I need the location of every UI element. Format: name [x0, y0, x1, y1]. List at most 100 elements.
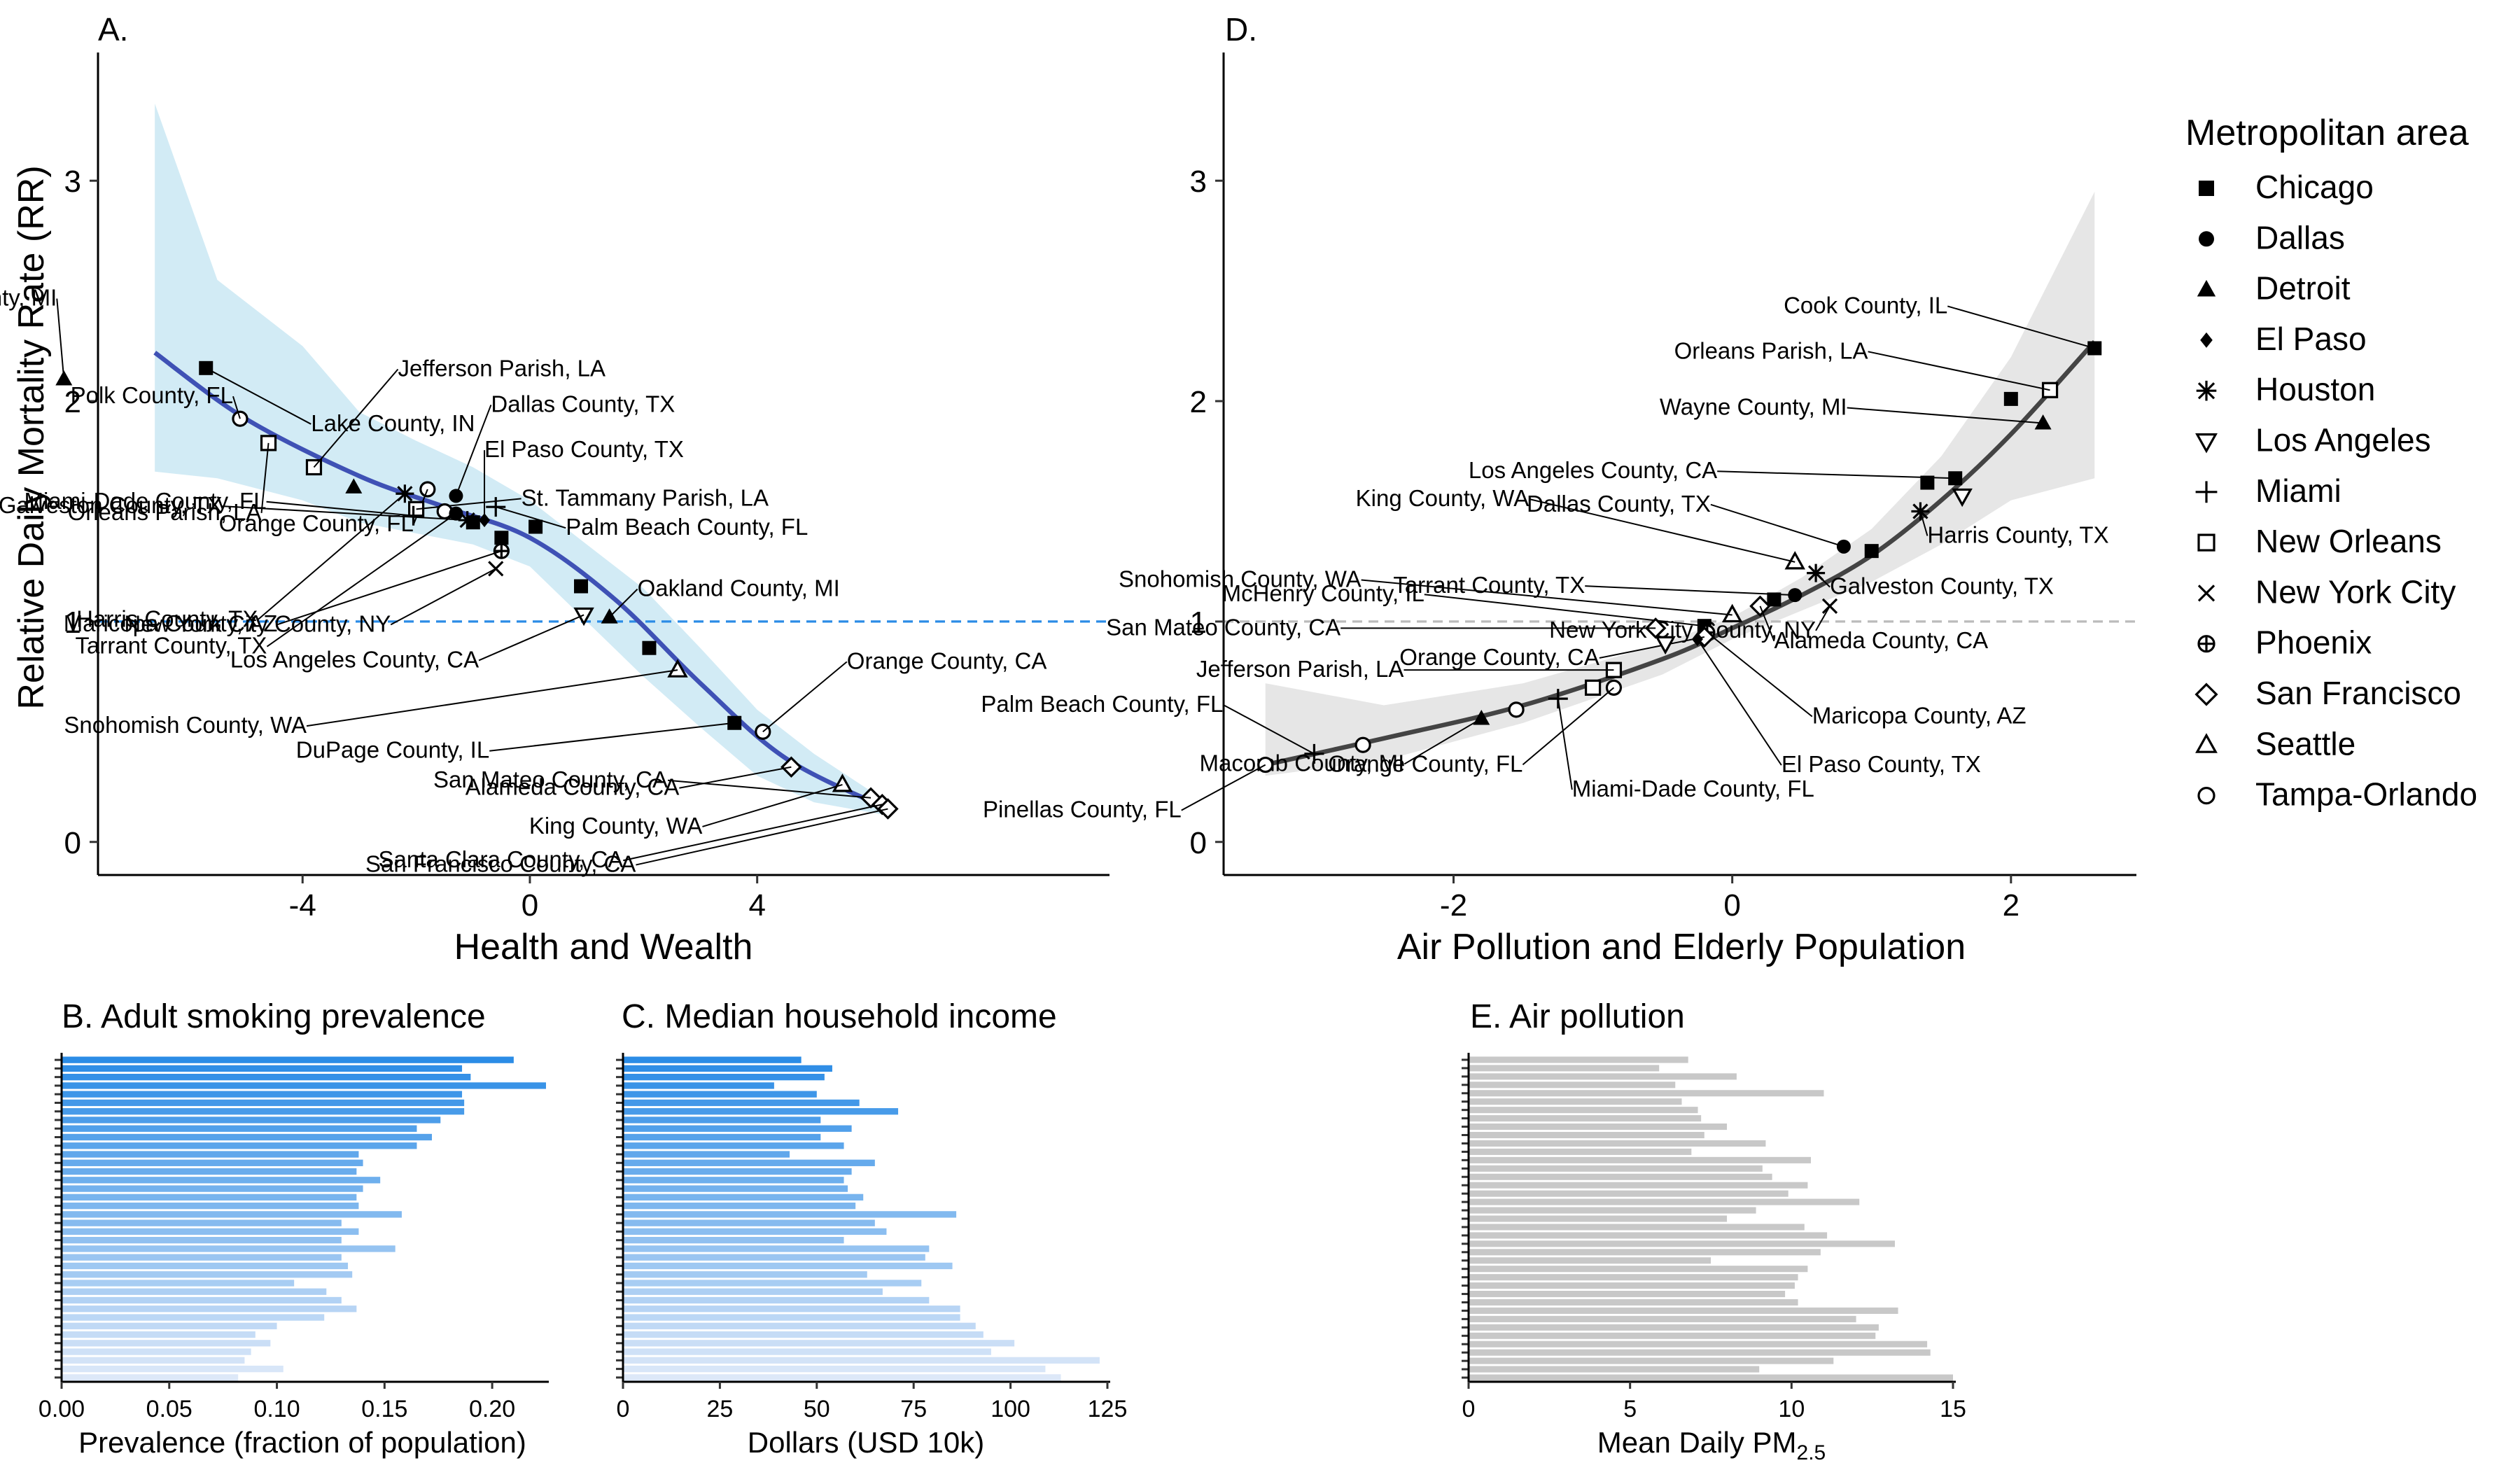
data-point [2034, 414, 2052, 430]
point-label: New York City County, NY [1549, 617, 1816, 643]
data-point [1864, 544, 1879, 559]
bar [62, 1185, 363, 1192]
label-leader [762, 661, 848, 733]
bar [62, 1219, 342, 1226]
point-label: Lake County, IN [311, 410, 475, 436]
bar [62, 1142, 417, 1149]
bar [1469, 1198, 1860, 1205]
point-label: Wayne County, MI [0, 285, 57, 311]
bar [1469, 1065, 1660, 1072]
bar [623, 1254, 925, 1261]
bar [62, 1133, 432, 1141]
bar [1469, 1282, 1795, 1289]
point-label: El Paso County, TX [484, 436, 684, 462]
bar [1469, 1131, 1704, 1139]
legend-marker-new-york-city [2197, 584, 2216, 602]
point-label: El Paso County, TX [1782, 751, 1981, 777]
bar [623, 1262, 953, 1270]
legend-item: Seattle [2195, 725, 2356, 762]
point-label: Polk County, FL [71, 382, 233, 408]
panel-e-xlabel-main: Mean Daily PM [1597, 1426, 1797, 1459]
bar [62, 1314, 325, 1321]
label-leader [222, 505, 468, 522]
legend-item: Dallas [2199, 219, 2345, 255]
bar [62, 1099, 465, 1107]
point-label: Dallas County, TX [1527, 491, 1711, 517]
legend-label: Dallas [2255, 219, 2345, 255]
bar [1469, 1148, 1692, 1155]
label-leader [702, 783, 843, 827]
x-tick-label: 0.05 [146, 1396, 192, 1422]
y-tick-label: 3 [64, 164, 81, 199]
bar [623, 1245, 930, 1252]
bar [623, 1056, 802, 1063]
bar [62, 1108, 465, 1115]
bar [1469, 1073, 1737, 1080]
panel-a-xlabel: Health and Wealth [454, 927, 753, 967]
data-point [528, 519, 543, 534]
bar [62, 1262, 349, 1270]
x-tick-label: 2 [2003, 888, 2019, 923]
bar [62, 1228, 359, 1236]
legend-label: Chicago [2255, 169, 2374, 205]
point-label: Snohomish County, WA [64, 712, 307, 738]
bar [623, 1280, 922, 1287]
legend-item: Phoenix [2197, 624, 2372, 661]
label-leader [1522, 687, 1615, 766]
bar [62, 1125, 417, 1132]
data-point [1354, 736, 1371, 753]
label-leader [266, 500, 414, 517]
bar [1469, 1207, 1756, 1214]
point-label: Harris County, TX [1927, 522, 2108, 547]
bar [1469, 1366, 1760, 1373]
legend-label: Phoenix [2255, 624, 2372, 661]
label-leader [306, 669, 678, 727]
bar [1469, 1173, 1772, 1180]
confidence-band [155, 103, 888, 816]
legend-label: New Orleans [2255, 523, 2442, 559]
label-leader [478, 614, 584, 662]
bar [623, 1108, 899, 1115]
bar [623, 1125, 852, 1132]
label-leader [1847, 407, 2043, 424]
label-leader [277, 550, 502, 626]
legend-marker-tampa-orlando [2197, 786, 2216, 805]
bar [1469, 1090, 1824, 1097]
legend-label: San Francisco [2255, 675, 2461, 711]
bar [1469, 1224, 1805, 1231]
label-leader [205, 367, 312, 425]
bar [623, 1211, 957, 1218]
point-label: New York City County, NY [124, 610, 391, 636]
panel-b-letter: B. [62, 998, 93, 1035]
bar [62, 1091, 463, 1098]
label-leader [636, 808, 888, 866]
data-point [642, 640, 657, 655]
x-tick-label: 125 [1088, 1396, 1128, 1422]
data-point [345, 478, 363, 493]
panel-d-letter: D. [1225, 11, 1257, 48]
legend-marker-houston [2196, 380, 2217, 401]
data-point [1721, 603, 1743, 623]
point-label: San Mateo County, CA [433, 766, 668, 792]
legend-item: Detroit [2197, 270, 2351, 307]
x-tick-label: -2 [1440, 888, 1467, 923]
bar [623, 1091, 817, 1098]
bar [62, 1296, 342, 1304]
x-tick-label: 0.10 [253, 1396, 300, 1422]
point-label: Palm Beach County, FL [981, 691, 1223, 717]
bar [623, 1082, 774, 1089]
legend-label: Houston [2255, 371, 2375, 407]
point-label: Alameda County, CA [465, 774, 680, 800]
legend-marker-miami [2195, 481, 2218, 503]
label-leader [1697, 638, 1782, 766]
panel-b-xlabel: Prevalence (fraction of population) [78, 1426, 526, 1459]
bar [623, 1133, 821, 1141]
bar [62, 1236, 342, 1244]
panel-b-title: B. Adult smoking prevalence [62, 998, 486, 1035]
legend-label: Miami [2255, 472, 2342, 509]
label-leader [266, 512, 457, 648]
panel-e-xlabel-sub: 2.5 [1797, 1441, 1826, 1464]
panel-c-title: C. Median household income [622, 998, 1057, 1035]
bar [1469, 1232, 1828, 1239]
point-label: Orange County, FL [1328, 750, 1522, 776]
